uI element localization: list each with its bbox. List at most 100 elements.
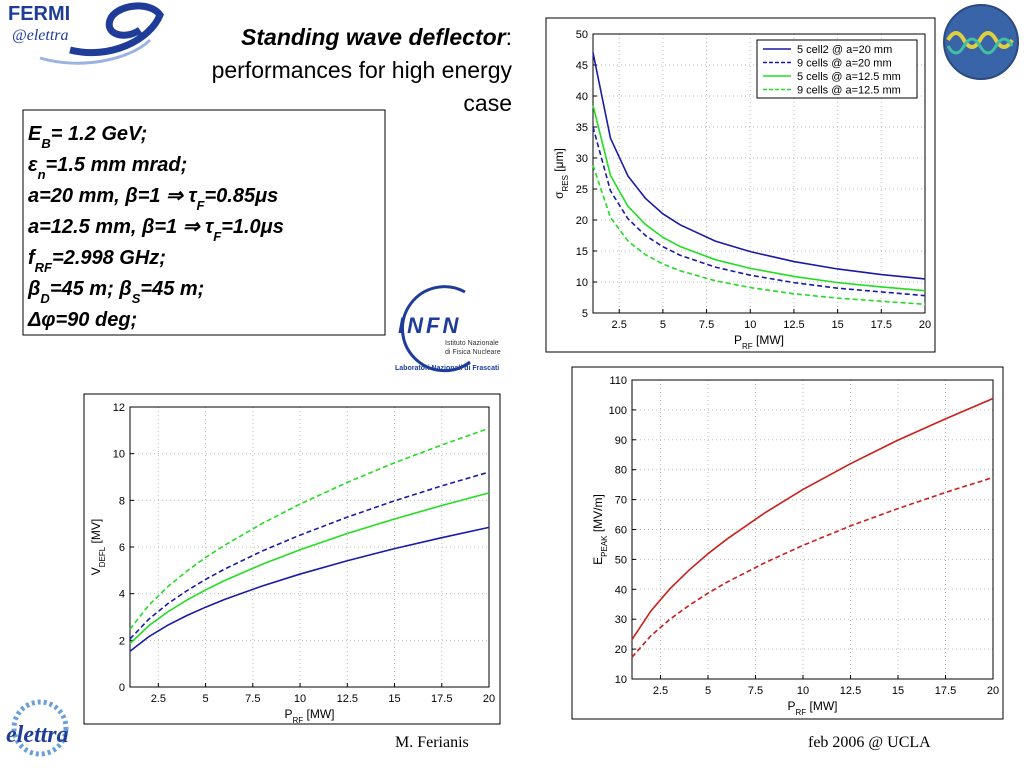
elettra-rings	[11, 699, 69, 757]
y-tick-label: 10	[113, 449, 125, 461]
label-main: P	[734, 333, 742, 347]
y-tick-label: 8	[119, 495, 125, 507]
y-tick-label: 4	[119, 589, 125, 601]
subscript: D	[40, 291, 50, 306]
subscript: RF	[35, 260, 53, 275]
y-tick-label: 60	[615, 525, 627, 537]
fermi-logo: FERMI @elettra	[8, 2, 164, 65]
label-unit: [μm]	[552, 148, 566, 175]
x-tick-label: 20	[987, 685, 999, 697]
beam-logo-wave	[946, 31, 1014, 49]
label-unit: [MW]	[303, 707, 334, 721]
text-run: = 1.2 GeV;	[51, 123, 148, 145]
elettra-logo: elettra	[6, 699, 69, 757]
legend-label: 9 cells @ a=20 mm	[797, 58, 892, 70]
text-run: a=12.5 mm, β=1 ⇒ τ	[28, 216, 215, 238]
y-tick-label: 35	[576, 122, 588, 134]
series-line	[592, 165, 926, 306]
y-tick-label: 20	[615, 644, 627, 656]
chart-frame	[83, 393, 501, 725]
label-main: E	[591, 557, 605, 565]
parameter-line: Δφ=90 deg;	[27, 309, 137, 331]
parameter-line: EB= 1.2 GeV;	[28, 123, 147, 151]
text-run: =0.85μs	[205, 185, 279, 207]
x-tick-label: 7.5	[245, 693, 260, 705]
x-tick-label: 15	[388, 693, 400, 705]
infn-lab: Laboratori Nazionali di Frascati	[395, 365, 499, 372]
y-tick-label: 80	[615, 465, 627, 477]
label-main: σ	[552, 191, 566, 199]
chart-frame	[571, 366, 1004, 720]
chart: 5 10 15 20 25 30 35 40 45 50 2.5 5 7.5 10 12.5 15 17.5 20…	[552, 29, 931, 351]
label-sub: RF	[796, 708, 807, 717]
series-line	[631, 476, 994, 658]
y-tick-label: 100	[609, 405, 627, 417]
subscript: B	[41, 136, 50, 151]
y-tick-label: 10	[576, 277, 588, 289]
parameter-line: βD=45 m; βS=45 m;	[27, 278, 204, 306]
x-tick-label: 10	[797, 685, 809, 697]
label-sub: RF	[293, 716, 304, 725]
text-run: =45 m; β	[50, 278, 132, 300]
label-sub: PEAK	[600, 535, 609, 557]
parameter-line: fRF=2.998 GHz;	[28, 247, 166, 275]
series-line	[129, 427, 490, 630]
series-line	[592, 105, 926, 292]
text-run: =2.998 GHz;	[52, 247, 166, 269]
y-tick-label: 90	[615, 435, 627, 447]
y-tick-label: 25	[576, 184, 588, 196]
text-run: =1.0μs	[221, 216, 284, 238]
x-tick-label: 12.5	[783, 319, 804, 331]
x-tick-label: 2.5	[151, 693, 166, 705]
series-line	[129, 471, 490, 640]
title-colon: :	[506, 24, 512, 50]
x-axis-label: PRF [MW]	[284, 707, 334, 725]
label-sub: DEFL	[98, 546, 107, 567]
y-tick-label: 15	[576, 246, 588, 258]
text-run: ε	[28, 154, 38, 176]
slide-title-line: performances for high energy	[212, 57, 513, 83]
series-line	[631, 397, 994, 640]
x-tick-label: 17.5	[431, 693, 452, 705]
label-unit: [MV/m]	[591, 494, 605, 535]
subscript: S	[132, 291, 141, 306]
x-tick-label: 12.5	[840, 685, 861, 697]
slide-title: Standing wave deflector:	[241, 24, 512, 50]
legend-label: 5 cell2 @ a=20 mm	[797, 44, 892, 56]
x-tick-label: 17.5	[871, 319, 892, 331]
label-sub: RF	[742, 342, 753, 351]
text-run: f	[28, 247, 37, 269]
fermi-elettra-text: @elettra	[12, 27, 68, 44]
parameter-box	[22, 109, 386, 336]
legend-label: 5 cells @ a=12.5 mm	[797, 71, 901, 83]
label-sub: RES	[561, 175, 570, 191]
parameter-line: a=12.5 mm, β=1 ⇒ τF=1.0μs	[28, 216, 284, 244]
text-run: Δφ=90 deg;	[27, 309, 137, 331]
footer-event: feb 2006 @ UCLA	[808, 734, 931, 751]
x-tick-label: 7.5	[699, 319, 714, 331]
chart: 0 2 4 6 8 10 12 2.5 5 7.5 10 12.5 15 17.5 20 PRF [MW] VD…	[89, 402, 495, 725]
y-tick-label: 50	[576, 29, 588, 41]
x-tick-label: 5	[705, 685, 711, 697]
plot-area	[592, 33, 926, 314]
y-tick-label: 12	[113, 402, 125, 414]
slide-title-line: case	[463, 90, 512, 116]
subscript: F	[197, 198, 206, 213]
subscript: F	[213, 229, 222, 244]
y-tick-label: 40	[576, 91, 588, 103]
y-tick-label: 50	[615, 554, 627, 566]
footer-author: M. Ferianis	[395, 734, 469, 751]
y-tick-label: 5	[582, 308, 588, 320]
series-line	[129, 526, 490, 652]
elettra-text: elettra	[6, 722, 69, 748]
y-tick-label: 30	[615, 614, 627, 626]
y-tick-label: 2	[119, 635, 125, 647]
chart: 10 20 30 40 50 60 70 80 90 100 110 2.5 5 7.5 10 12.5 15 1…	[591, 375, 999, 717]
text-run: =1.5 mm mrad;	[46, 154, 188, 176]
x-axis-label: PRF [MW]	[734, 333, 784, 351]
infn-arc	[401, 285, 471, 373]
legend-label: 9 cells @ a=12.5 mm	[797, 85, 901, 97]
x-tick-label: 17.5	[935, 685, 956, 697]
